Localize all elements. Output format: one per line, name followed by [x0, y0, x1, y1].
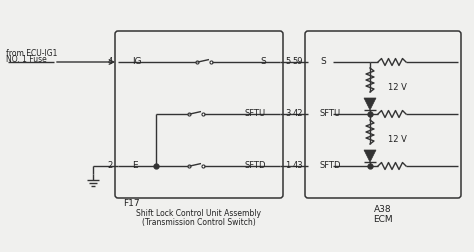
Text: ECM: ECM: [373, 214, 393, 224]
Text: 2: 2: [108, 162, 113, 171]
Text: 3: 3: [285, 110, 291, 118]
Text: 12 V: 12 V: [388, 136, 407, 144]
Text: IG: IG: [132, 57, 142, 67]
Text: 1: 1: [285, 162, 290, 171]
Text: A38: A38: [374, 205, 392, 213]
Text: F17: F17: [123, 199, 140, 207]
Text: 59: 59: [292, 57, 303, 67]
Text: NO. 1 Fuse: NO. 1 Fuse: [6, 55, 47, 65]
Text: S: S: [260, 57, 266, 67]
Text: SFTD: SFTD: [245, 162, 266, 171]
Text: SFTU: SFTU: [320, 110, 341, 118]
Text: S: S: [320, 57, 326, 67]
Polygon shape: [364, 98, 376, 110]
Text: 5: 5: [285, 57, 290, 67]
Text: (Transmission Control Switch): (Transmission Control Switch): [142, 217, 256, 227]
Text: E: E: [132, 162, 137, 171]
Polygon shape: [364, 150, 376, 162]
Text: 4: 4: [108, 57, 113, 67]
Text: from ECU-IG1: from ECU-IG1: [6, 48, 57, 57]
Text: SFTD: SFTD: [320, 162, 341, 171]
Text: 43: 43: [292, 162, 303, 171]
Text: Shift Lock Control Unit Assembly: Shift Lock Control Unit Assembly: [137, 208, 262, 217]
Text: 12 V: 12 V: [388, 83, 407, 92]
Text: SFTU: SFTU: [245, 110, 266, 118]
Text: 42: 42: [292, 110, 303, 118]
